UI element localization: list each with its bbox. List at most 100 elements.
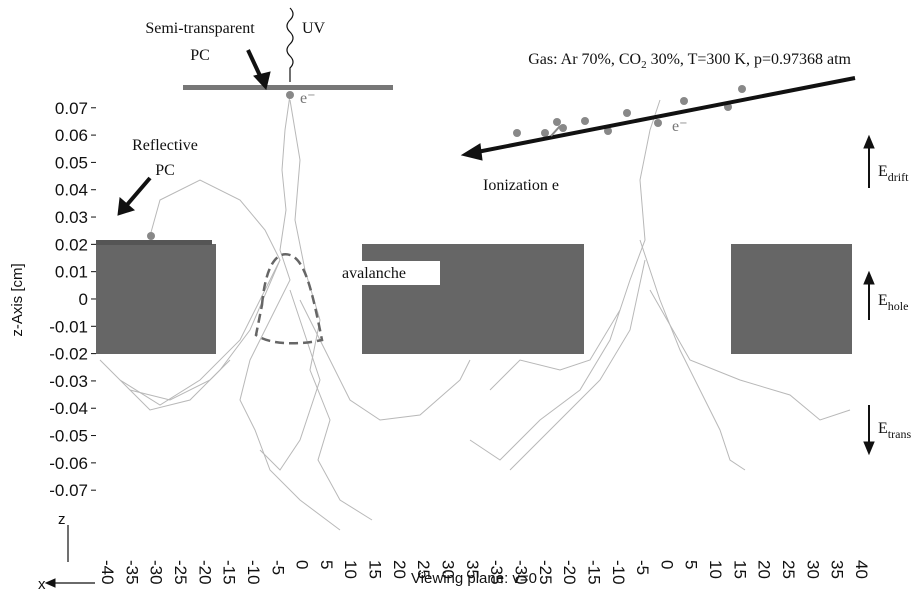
arrow-head [864,442,874,454]
electrode [731,244,852,354]
electron [553,118,561,126]
x-tick-label: -5 [268,560,287,575]
y-tick-label: -0.03 [49,372,88,391]
label: e⁻ [300,90,316,107]
electron [513,129,521,137]
text: E [878,420,888,437]
y-tick-label: -0.07 [49,481,88,500]
trajectory [100,360,230,400]
subscript: drift [888,170,909,184]
electron [738,85,746,93]
y-tick-label: -0.02 [49,345,88,364]
x-tick-label: 25 [779,560,798,579]
x-tick-label: -20 [195,560,214,585]
arrow-head [462,144,482,160]
field-label: Etrans [878,420,911,441]
electrode [96,244,216,354]
trajectory [290,100,372,520]
x-tick-label: -25 [171,560,190,585]
x-tick-label: 0 [657,560,676,569]
trajectory [240,95,340,530]
x-tick-label: -10 [244,560,263,585]
figure: Semi-transparent PC UV Gas: Ar 70%, CO2 … [0,0,921,590]
electron [680,97,688,105]
x-tick-label: -30 [147,560,166,585]
x-tick-label: 5 [682,560,701,569]
x-tick-label: -30 [511,560,530,585]
y-tick-label: -0.05 [49,427,88,446]
electrode [362,244,584,354]
arrow [126,178,150,206]
arrow-head [46,579,55,587]
x-tick-label: -20 [560,560,579,585]
x-tick-label: -10 [609,560,628,585]
avalanche-region [256,254,322,343]
y-tick-label: 0.05 [55,153,88,172]
x-tick-label: -40 [98,560,117,585]
trajectory [260,290,320,470]
electron [541,129,549,137]
y-tick-label: 0.07 [55,99,88,118]
label: Reflective [132,137,198,154]
arrow-head [864,136,874,148]
y-tick-label: 0.02 [55,235,88,254]
x-tick-label: 20 [755,560,774,579]
label: PC [155,162,175,179]
electron [286,91,294,99]
y-axis-label: z-Axis [cm] [9,263,26,336]
text: Gas: Ar 70%, CO [528,51,641,68]
ionization-track [472,78,855,153]
gas-label: Gas: Ar 70%, CO2 30%, T=300 K, p=0.97368… [528,51,851,71]
field-label: Ehole [878,292,908,313]
y-tick-label: 0 [79,290,88,309]
x-tick-label: 10 [341,560,360,579]
label: Ionization e [483,177,559,194]
electron [623,109,631,117]
y-tick-label: 0.03 [55,208,88,227]
x-tick-label: -15 [584,560,603,585]
x-tick-label: 35 [828,560,847,579]
uv-wave [287,8,293,82]
reflective-pc [96,240,212,245]
electron [147,232,155,240]
y-tick-label: 0.04 [55,181,88,200]
x-tick-label: 10 [706,560,725,579]
y-tick-label: -0.06 [49,454,88,473]
label: avalanche [342,265,406,282]
label: Semi-transparent [145,20,255,37]
x-tick-label: 25 [414,560,433,579]
y-tick-label: -0.04 [49,399,88,418]
label: e⁻ [672,118,688,135]
y-tick-label: 0.06 [55,126,88,145]
label: PC [190,47,210,64]
x-tick-label: 40 [852,560,871,579]
text: E [878,163,888,180]
label: UV [302,20,326,37]
x-tick-label: 15 [366,560,385,579]
electron [654,119,662,127]
corner-label: z [58,511,66,528]
corner-label: x [38,576,46,590]
subscript: trans [888,427,912,441]
subscript: hole [888,299,909,313]
trajectory [640,240,745,470]
electrons [147,85,746,240]
x-tick-label: 15 [730,560,749,579]
x-tick-label: 0 [293,560,312,569]
electron [559,124,567,132]
y-tick-label: -0.01 [49,317,88,336]
x-tick-label: -15 [220,560,239,585]
y-tick-label: 0.01 [55,263,88,282]
x-tick-label: -5 [633,560,652,575]
x-tick-label: -35 [122,560,141,585]
arrow-head [864,272,874,284]
x-tick-label: 20 [390,560,409,579]
x-tick-label: 30 [439,560,458,579]
x-tick-label: 30 [803,560,822,579]
x-tick-label: 35 [463,560,482,579]
text: E [878,292,888,309]
x-tick-label: -25 [536,560,555,585]
text: 30%, T=300 K, p=0.97368 atm [647,51,852,68]
electron [581,117,589,125]
x-tick-label: -35 [487,560,506,585]
